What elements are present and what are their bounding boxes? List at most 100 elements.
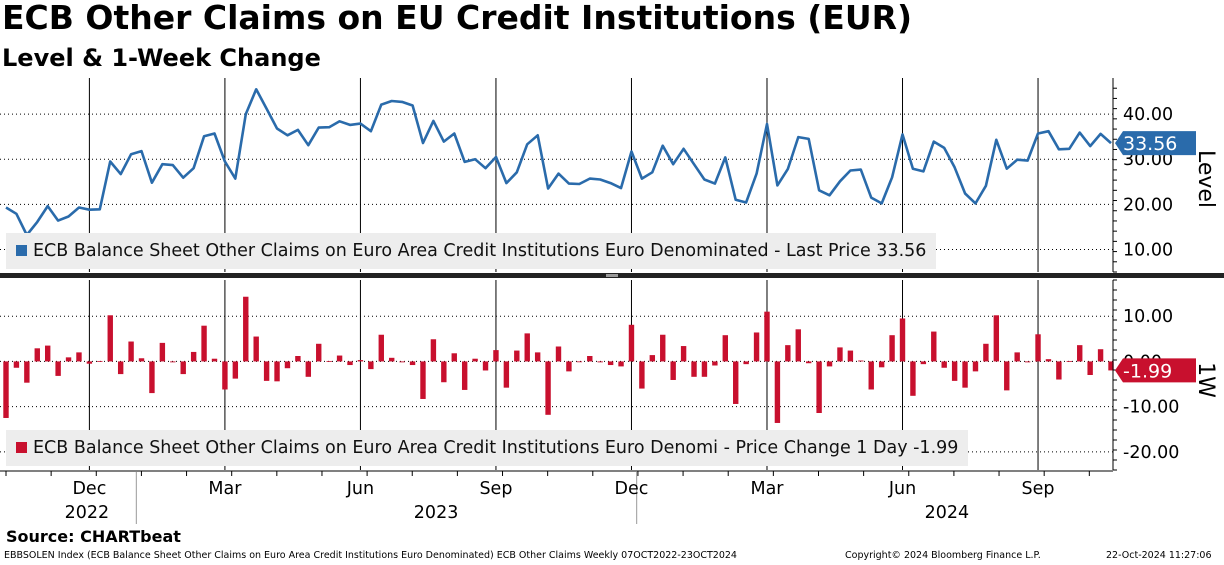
change-bar	[733, 361, 739, 404]
change-bar	[524, 333, 530, 362]
change-bar	[962, 361, 968, 388]
change-bar	[899, 318, 906, 362]
change-bar	[1045, 359, 1052, 362]
change-bar	[878, 361, 885, 368]
change-bar	[1014, 352, 1020, 362]
change-bar	[482, 361, 489, 371]
last-value-change-text: -1.99	[1123, 360, 1172, 382]
x-tick-month: Mar	[750, 479, 784, 499]
change-bar	[680, 346, 687, 362]
change-bar	[201, 325, 207, 362]
x-tick-month: Sep	[1022, 479, 1055, 499]
change-bar	[222, 361, 228, 390]
change-bar	[76, 352, 82, 362]
change-bar	[972, 361, 979, 372]
y-tick-change: -20.00	[1123, 443, 1179, 463]
change-bar	[1056, 361, 1062, 380]
change-bar	[941, 361, 947, 368]
change-bar	[858, 360, 864, 362]
change-bar	[1024, 361, 1031, 363]
y-tick-change: -10.00	[1123, 398, 1179, 418]
x-tick-month: Jun	[888, 479, 916, 499]
last-value-level-text: 33.56	[1123, 133, 1177, 155]
change-bar	[263, 361, 270, 381]
change-bar	[190, 351, 197, 362]
change-bar	[649, 355, 656, 362]
chart-subtitle: Level & 1-Week Change	[2, 44, 321, 72]
change-bar	[24, 361, 30, 383]
change-bar	[691, 361, 697, 377]
change-bar	[545, 361, 551, 415]
change-bar	[44, 345, 51, 362]
change-series	[3, 296, 1114, 423]
change-bar	[670, 361, 676, 380]
change-bar	[951, 361, 958, 381]
y-tick-level: 30.00	[1123, 150, 1173, 170]
change-bar	[336, 355, 343, 362]
change-bar	[618, 361, 624, 367]
legend-level: ECB Balance Sheet Other Claims on Euro A…	[6, 233, 937, 269]
change-bar	[983, 343, 989, 362]
legend-swatch-level	[16, 245, 27, 256]
chart-title: ECB Other Claims on EU Credit Institutio…	[2, 0, 913, 37]
change-bar	[243, 296, 249, 362]
x-tick-year: 2024	[925, 503, 970, 523]
change-bar	[149, 361, 155, 394]
change-bar	[461, 361, 468, 390]
y-tick-level: 20.00	[1123, 195, 1173, 215]
change-bar	[753, 332, 760, 362]
source-label: Source: CHARTbeat	[6, 527, 181, 546]
change-bar	[503, 361, 510, 388]
change-bar	[347, 361, 353, 366]
change-bar	[628, 324, 635, 362]
change-bar	[607, 361, 614, 366]
change-bar	[138, 358, 145, 362]
change-bar	[13, 361, 20, 368]
change-bar	[441, 361, 447, 383]
change-bar	[34, 348, 40, 362]
last-value-level-box	[1115, 131, 1196, 156]
change-bar	[993, 315, 1000, 362]
change-bar	[920, 361, 927, 365]
change-bar	[555, 346, 562, 362]
panel-label-level: Level	[1193, 150, 1218, 208]
change-bar	[211, 358, 218, 362]
change-bar	[451, 353, 457, 362]
change-bar	[514, 350, 520, 362]
change-bar	[420, 361, 426, 399]
change-bar	[3, 361, 9, 418]
change-bar	[774, 361, 781, 423]
change-bar	[368, 361, 374, 370]
panel-handle	[606, 274, 618, 277]
change-bar	[326, 360, 332, 362]
change-bar	[170, 361, 176, 363]
change-bar	[472, 358, 478, 362]
change-bar	[86, 361, 93, 364]
change-bar	[712, 361, 718, 366]
x-tick-month: Dec	[615, 479, 649, 499]
change-bar	[795, 329, 801, 362]
change-bar	[931, 331, 937, 362]
change-bar	[493, 350, 499, 362]
change-bar	[1066, 360, 1073, 362]
change-bar	[764, 311, 770, 362]
last-value-change: -1.99	[1115, 358, 1196, 383]
change-bar	[378, 334, 384, 362]
change-bar	[357, 360, 364, 362]
change-bar	[305, 361, 312, 377]
axes	[0, 78, 1224, 524]
change-bar	[910, 361, 916, 396]
change-bar	[232, 361, 239, 379]
change-bar	[587, 356, 593, 362]
change-bar	[399, 361, 405, 363]
change-bar	[785, 345, 791, 362]
change-bar	[128, 341, 134, 362]
x-tick-year: 2022	[65, 503, 110, 523]
timestamp: 22-Oct-2024 11:27:06	[1106, 550, 1212, 561]
change-bar	[409, 361, 416, 366]
change-bar	[97, 360, 103, 362]
change-bar	[430, 339, 437, 362]
change-bar	[1035, 334, 1041, 362]
x-tick-month: Jun	[346, 479, 374, 499]
last-value-change-box	[1115, 358, 1196, 383]
